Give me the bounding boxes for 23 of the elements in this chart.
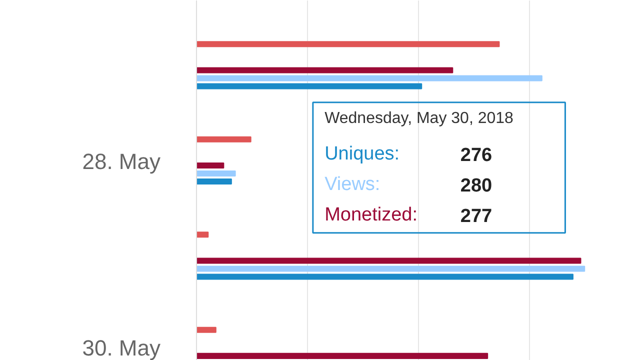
- bar: [196, 67, 454, 74]
- bar: [196, 326, 216, 333]
- bar: [196, 274, 574, 280]
- bar: [196, 170, 236, 176]
- bar: [196, 178, 232, 185]
- bar: [196, 136, 252, 142]
- text: Uniques:: [324, 143, 400, 164]
- bar: [196, 266, 586, 272]
- text: Views:: [324, 174, 380, 195]
- bar: [196, 75, 542, 82]
- y-tick-label: 30. May: [82, 336, 161, 360]
- bar: [196, 352, 488, 359]
- bar: [196, 162, 224, 168]
- annotation: Wednesday, May 30, 2018: [324, 110, 514, 128]
- annotation: 280: [460, 175, 492, 196]
- y-tick-label: 28. May: [82, 148, 161, 174]
- bar: [196, 41, 500, 48]
- annotation: 277: [460, 206, 492, 227]
- bar: [196, 83, 422, 90]
- bar: [196, 232, 209, 238]
- series-label: Monetized:: [324, 204, 418, 226]
- annotation: 276: [460, 144, 492, 166]
- bar: [196, 258, 582, 264]
